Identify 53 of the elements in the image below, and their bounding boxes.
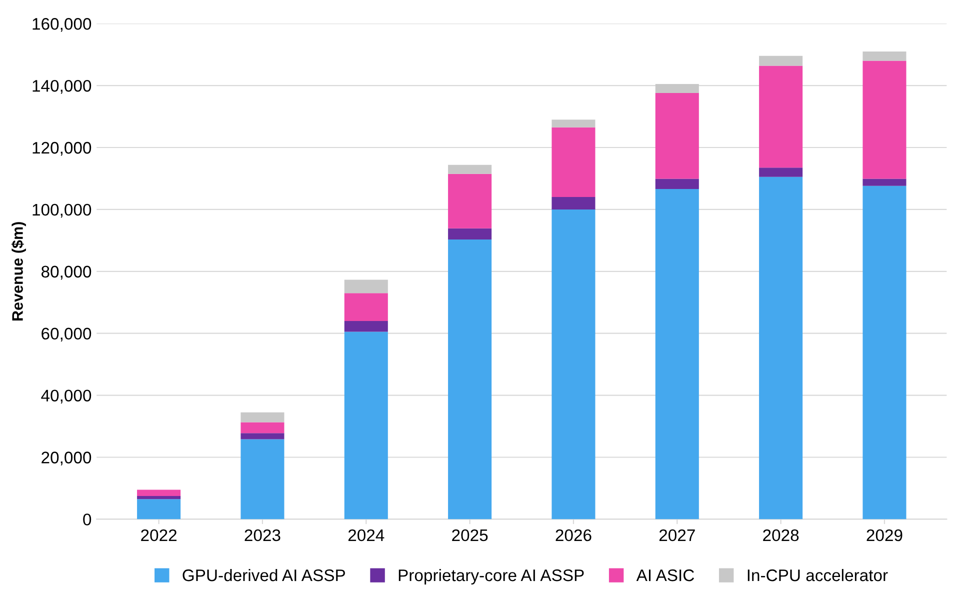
- bar: [344, 280, 388, 294]
- legend-label: AI ASIC: [636, 569, 694, 582]
- bar: [862, 60, 906, 179]
- bar: [240, 422, 284, 434]
- bar: [448, 174, 492, 228]
- y-tick-label: 80,000: [41, 266, 92, 280]
- y-tick-label: 40,000: [41, 390, 92, 404]
- legend-label: In-CPU accelerator: [748, 568, 888, 582]
- bar: [655, 92, 699, 179]
- y-tick-label: 0: [83, 514, 92, 526]
- y-tick-label: 100,000: [32, 204, 92, 218]
- bar: [448, 164, 492, 174]
- bar: [137, 490, 181, 496]
- bar: [759, 56, 803, 66]
- bar: [759, 168, 803, 177]
- x-tick-label: 2026: [556, 529, 592, 542]
- bar: [137, 496, 181, 500]
- legend-label: Proprietary-core AI ASSP: [398, 568, 584, 585]
- bar: [448, 228, 492, 240]
- bar: [759, 66, 803, 168]
- x-tick-label: 2025: [452, 529, 488, 542]
- bar: [137, 499, 181, 520]
- y-tick-label: 160,000: [32, 18, 92, 32]
- bar: [552, 197, 596, 210]
- bar: [655, 178, 699, 190]
- bar: [552, 120, 596, 128]
- bar: [344, 293, 388, 321]
- bar: [240, 412, 284, 422]
- bar: [759, 176, 803, 520]
- y-tick-label: 140,000: [32, 80, 92, 94]
- y-axis-title: Revenue ($m): [11, 222, 26, 320]
- bar: [448, 239, 492, 520]
- bar: [240, 439, 284, 520]
- bar: [862, 178, 906, 186]
- x-tick-label: 2027: [659, 529, 695, 542]
- bar: [344, 320, 388, 332]
- bar: [552, 127, 596, 198]
- bar: [552, 209, 596, 520]
- legend-label: GPU-derived AI ASSP: [182, 568, 345, 582]
- x-tick-label: 2023: [244, 529, 280, 542]
- x-tick-label: 2028: [763, 529, 799, 542]
- bar: [344, 332, 388, 520]
- x-tick-label: 2029: [866, 529, 902, 542]
- bar: [240, 433, 284, 440]
- y-tick-label: 120,000: [32, 142, 92, 156]
- x-tick-label: 2024: [348, 529, 384, 542]
- bar: [655, 84, 699, 93]
- x-tick-label: 2022: [141, 529, 177, 542]
- bar: [655, 189, 699, 520]
- y-tick-label: 60,000: [42, 328, 92, 342]
- bar: [862, 51, 906, 61]
- y-tick-label: 20,000: [42, 452, 92, 466]
- bar: [862, 186, 906, 520]
